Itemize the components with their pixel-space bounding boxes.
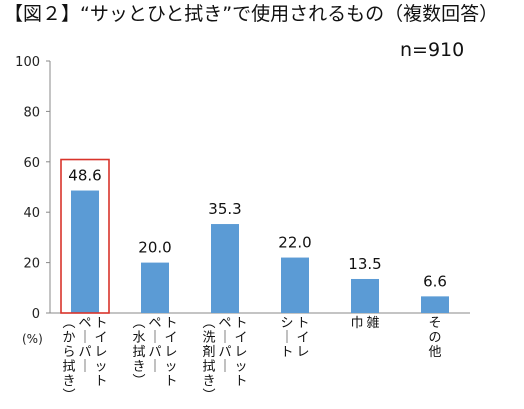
category-label: トイレット xyxy=(94,316,107,389)
category-label-char: ペ xyxy=(148,316,161,331)
category-label-char: パ xyxy=(218,345,231,360)
category-label: ︵洗剤拭き︶ xyxy=(202,316,215,404)
category-label-char: き xyxy=(202,374,215,389)
category-label-char: ペ xyxy=(78,316,91,331)
category-label-char: シ xyxy=(280,316,293,331)
bar xyxy=(211,224,239,313)
category-label-char: ト xyxy=(280,345,293,360)
category-label-char: ト xyxy=(234,316,247,331)
category-label: トイレット xyxy=(234,316,247,389)
y-tick-label: 0 xyxy=(32,307,40,322)
y-tick-label: 20 xyxy=(23,257,40,272)
category-label: ︵水拭き︶ xyxy=(132,316,145,389)
category-label: シ｜ト xyxy=(280,316,293,360)
category-label-char: 拭 xyxy=(132,345,145,360)
category-label-char: ッ xyxy=(234,360,247,375)
category-label-char: ︵ xyxy=(62,316,75,331)
sample-size-label: n=910 xyxy=(400,39,465,61)
category-label: トイレ xyxy=(296,316,309,360)
category-label-char: イ xyxy=(234,331,247,346)
data-label: 35.3 xyxy=(208,200,241,218)
category-label-char: 雑 xyxy=(366,315,379,331)
y-tick-label: 60 xyxy=(23,156,40,171)
category-label-char: レ xyxy=(296,345,309,360)
category-label: トイレット xyxy=(164,316,177,389)
category-label-char: ト xyxy=(94,374,107,389)
category-label-char: ト xyxy=(296,316,309,331)
category-label-char: か xyxy=(62,331,75,346)
category-label-char: 拭 xyxy=(202,360,215,375)
category-label-char: ︶ xyxy=(62,389,75,404)
category-label: ペ｜パ｜ xyxy=(148,316,161,375)
category-label-char: ︶ xyxy=(132,374,145,389)
category-label-char: そ xyxy=(428,316,441,331)
data-label: 20.0 xyxy=(138,239,171,257)
category-label-char: き xyxy=(132,360,145,375)
bar xyxy=(351,278,379,313)
chart-title: 【図２】“サッとひと拭き”で使用されるもの（複数回答） xyxy=(4,3,499,25)
category-label: ペ｜パ｜ xyxy=(78,316,91,375)
data-label: 22.0 xyxy=(278,234,311,252)
category-label: ︵から拭き︶ xyxy=(62,316,75,404)
category-label-char: レ xyxy=(94,345,107,360)
category-label-char: ッ xyxy=(94,360,107,375)
category-label-char: き xyxy=(62,374,75,389)
category-label-char: イ xyxy=(164,331,177,346)
category-label: 雑 xyxy=(366,315,379,331)
y-tick-label: 40 xyxy=(23,206,40,221)
category-label-char: ｜ xyxy=(218,331,231,346)
highlight-box xyxy=(60,158,110,314)
category-label-char: ト xyxy=(94,316,107,331)
category-label-char: ト xyxy=(164,316,177,331)
category-label-char: ｜ xyxy=(148,360,161,375)
data-label: 13.5 xyxy=(348,255,381,273)
bar xyxy=(421,296,449,313)
category-label-char: ら xyxy=(62,345,75,360)
category-label-char: 他 xyxy=(428,345,441,360)
category-label-char: イ xyxy=(94,331,107,346)
category-label-char: 剤 xyxy=(202,344,215,360)
category-label-char: ｜ xyxy=(148,331,161,346)
category-label-char: 巾 xyxy=(350,316,363,331)
category-label-char: ッ xyxy=(164,360,177,375)
category-label-char: イ xyxy=(296,331,309,346)
category-label-char: ︵ xyxy=(202,316,215,331)
category-label-char: 拭 xyxy=(62,360,75,375)
category-label-char: レ xyxy=(164,345,177,360)
category-label-char: パ xyxy=(78,345,91,360)
y-tick-label: 80 xyxy=(23,105,40,120)
category-label-char: ︵ xyxy=(132,316,145,331)
category-label: 巾 xyxy=(350,316,363,331)
bar xyxy=(141,262,169,313)
y-tick-label: 100 xyxy=(15,55,40,70)
category-label-char: ペ xyxy=(218,316,231,331)
bar xyxy=(281,257,309,313)
category-label-char: ︶ xyxy=(202,389,215,404)
bar xyxy=(71,190,99,313)
category-label-char: レ xyxy=(234,345,247,360)
category-label-char: 水 xyxy=(132,331,145,346)
category-label-char: ｜ xyxy=(218,360,231,375)
category-label-char: ｜ xyxy=(78,360,91,375)
category-label: その他 xyxy=(428,316,441,360)
category-label-char: の xyxy=(428,331,441,346)
category-label-char: ｜ xyxy=(78,331,91,346)
data-label: 48.6 xyxy=(68,167,101,185)
data-label: 6.6 xyxy=(423,272,447,290)
category-label-char: ト xyxy=(234,374,247,389)
category-label-char: 洗 xyxy=(202,331,215,346)
category-label-char: ｜ xyxy=(280,331,293,346)
y-axis-unit: (%) xyxy=(22,332,43,346)
category-label: ペ｜パ｜ xyxy=(218,316,231,375)
category-label-char: パ xyxy=(148,345,161,360)
category-label-char: ト xyxy=(164,374,177,389)
